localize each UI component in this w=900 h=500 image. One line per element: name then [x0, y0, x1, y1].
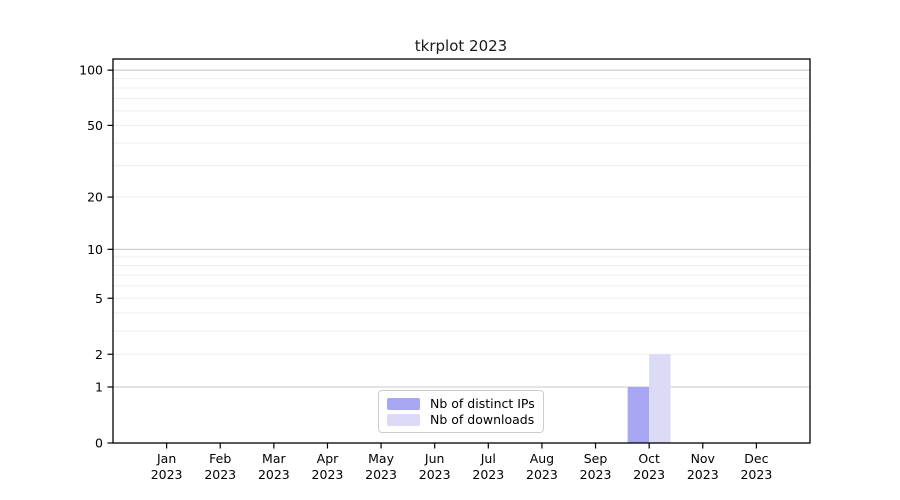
- legend-label-distinct-ips: Nb of distinct IPs: [430, 396, 535, 411]
- y-tick-label: 0: [95, 436, 103, 451]
- x-tick-label-month: Aug: [530, 451, 554, 466]
- axis-ticks-and-labels: 0125102050100Jan2023Feb2023Mar2023Apr202…: [79, 63, 772, 482]
- x-tick-label-year: 2023: [365, 467, 397, 482]
- x-tick-label-year: 2023: [312, 467, 344, 482]
- x-tick-label-month: Jan: [156, 451, 176, 466]
- axes-frame: [112, 58, 811, 444]
- gridlines: [113, 69, 810, 388]
- x-tick-label-year: 2023: [687, 467, 719, 482]
- chart-title: tkrplot 2023: [415, 37, 507, 55]
- x-tick-label-month: May: [368, 451, 394, 466]
- legend-item-downloads: Nb of downloads: [387, 412, 534, 427]
- y-tick-label: 100: [79, 63, 103, 78]
- y-tick-label: 1: [95, 380, 103, 395]
- x-tick-label-year: 2023: [258, 467, 290, 482]
- legend: Nb of distinct IPs Nb of downloads: [378, 390, 544, 433]
- x-tick-label-month: Dec: [744, 451, 768, 466]
- x-tick-label-year: 2023: [740, 467, 772, 482]
- x-tick-label-month: Oct: [638, 451, 660, 466]
- x-tick-label-year: 2023: [472, 467, 504, 482]
- bar-nb-of-downloads: [649, 354, 671, 443]
- axes-border: [112, 58, 811, 444]
- legend-swatch-distinct-ips: [387, 397, 420, 410]
- bars: [627, 354, 671, 443]
- legend-swatch-downloads: [387, 413, 420, 426]
- x-tick-label-month: Mar: [262, 451, 286, 466]
- x-tick-label-month: Jul: [480, 451, 496, 466]
- legend-item-distinct-ips: Nb of distinct IPs: [387, 396, 535, 411]
- x-tick-label-year: 2023: [580, 467, 612, 482]
- x-tick-label-month: Apr: [317, 451, 339, 466]
- x-tick-label-year: 2023: [204, 467, 236, 482]
- y-tick-label: 2: [95, 347, 103, 362]
- x-tick-label-month: Nov: [691, 451, 716, 466]
- legend-label-downloads: Nb of downloads: [430, 412, 535, 427]
- x-tick-label-month: Feb: [209, 451, 231, 466]
- x-tick-label-month: Sep: [584, 451, 608, 466]
- y-tick-label: 5: [95, 291, 103, 306]
- y-tick-label: 20: [87, 190, 103, 205]
- x-tick-label-year: 2023: [633, 467, 665, 482]
- y-tick-label: 10: [87, 242, 103, 257]
- x-tick-label-year: 2023: [151, 467, 183, 482]
- bar-nb-of-distinct-ips: [627, 387, 650, 443]
- x-tick-label-year: 2023: [526, 467, 558, 482]
- x-tick-label-month: Jun: [424, 451, 445, 466]
- y-tick-label: 50: [87, 118, 103, 133]
- x-tick-label-year: 2023: [419, 467, 451, 482]
